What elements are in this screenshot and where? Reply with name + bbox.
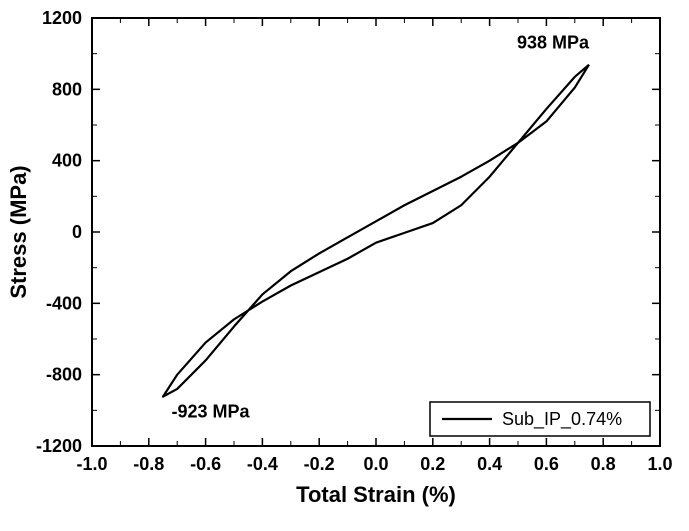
y-tick-label: 400	[52, 151, 82, 171]
y-tick-label: -800	[46, 365, 82, 385]
y-tick-label: -1200	[36, 436, 82, 456]
annotation: 938 MPa	[517, 32, 590, 52]
y-tick-label: 1200	[42, 8, 82, 28]
x-tick-label: -0.6	[190, 454, 221, 474]
y-tick-label: 800	[52, 79, 82, 99]
x-tick-label: 0.4	[477, 454, 502, 474]
x-tick-label: -1.0	[76, 454, 107, 474]
y-tick-label: 0	[72, 222, 82, 242]
annotation: -923 MPa	[172, 401, 251, 421]
x-tick-label: 0.6	[534, 454, 559, 474]
chart-bg	[0, 0, 689, 526]
x-tick-label: 0.2	[420, 454, 445, 474]
x-tick-label: -0.4	[247, 454, 278, 474]
legend-label: Sub_IP_0.74%	[502, 409, 622, 430]
x-tick-label: 0.8	[591, 454, 616, 474]
x-tick-label: 1.0	[647, 454, 672, 474]
x-tick-label: 0.0	[363, 454, 388, 474]
y-axis-title: Stress (MPa)	[6, 165, 31, 298]
x-tick-label: -0.8	[133, 454, 164, 474]
x-tick-label: -0.2	[304, 454, 335, 474]
y-tick-label: -400	[46, 293, 82, 313]
x-axis-title: Total Strain (%)	[296, 482, 456, 507]
